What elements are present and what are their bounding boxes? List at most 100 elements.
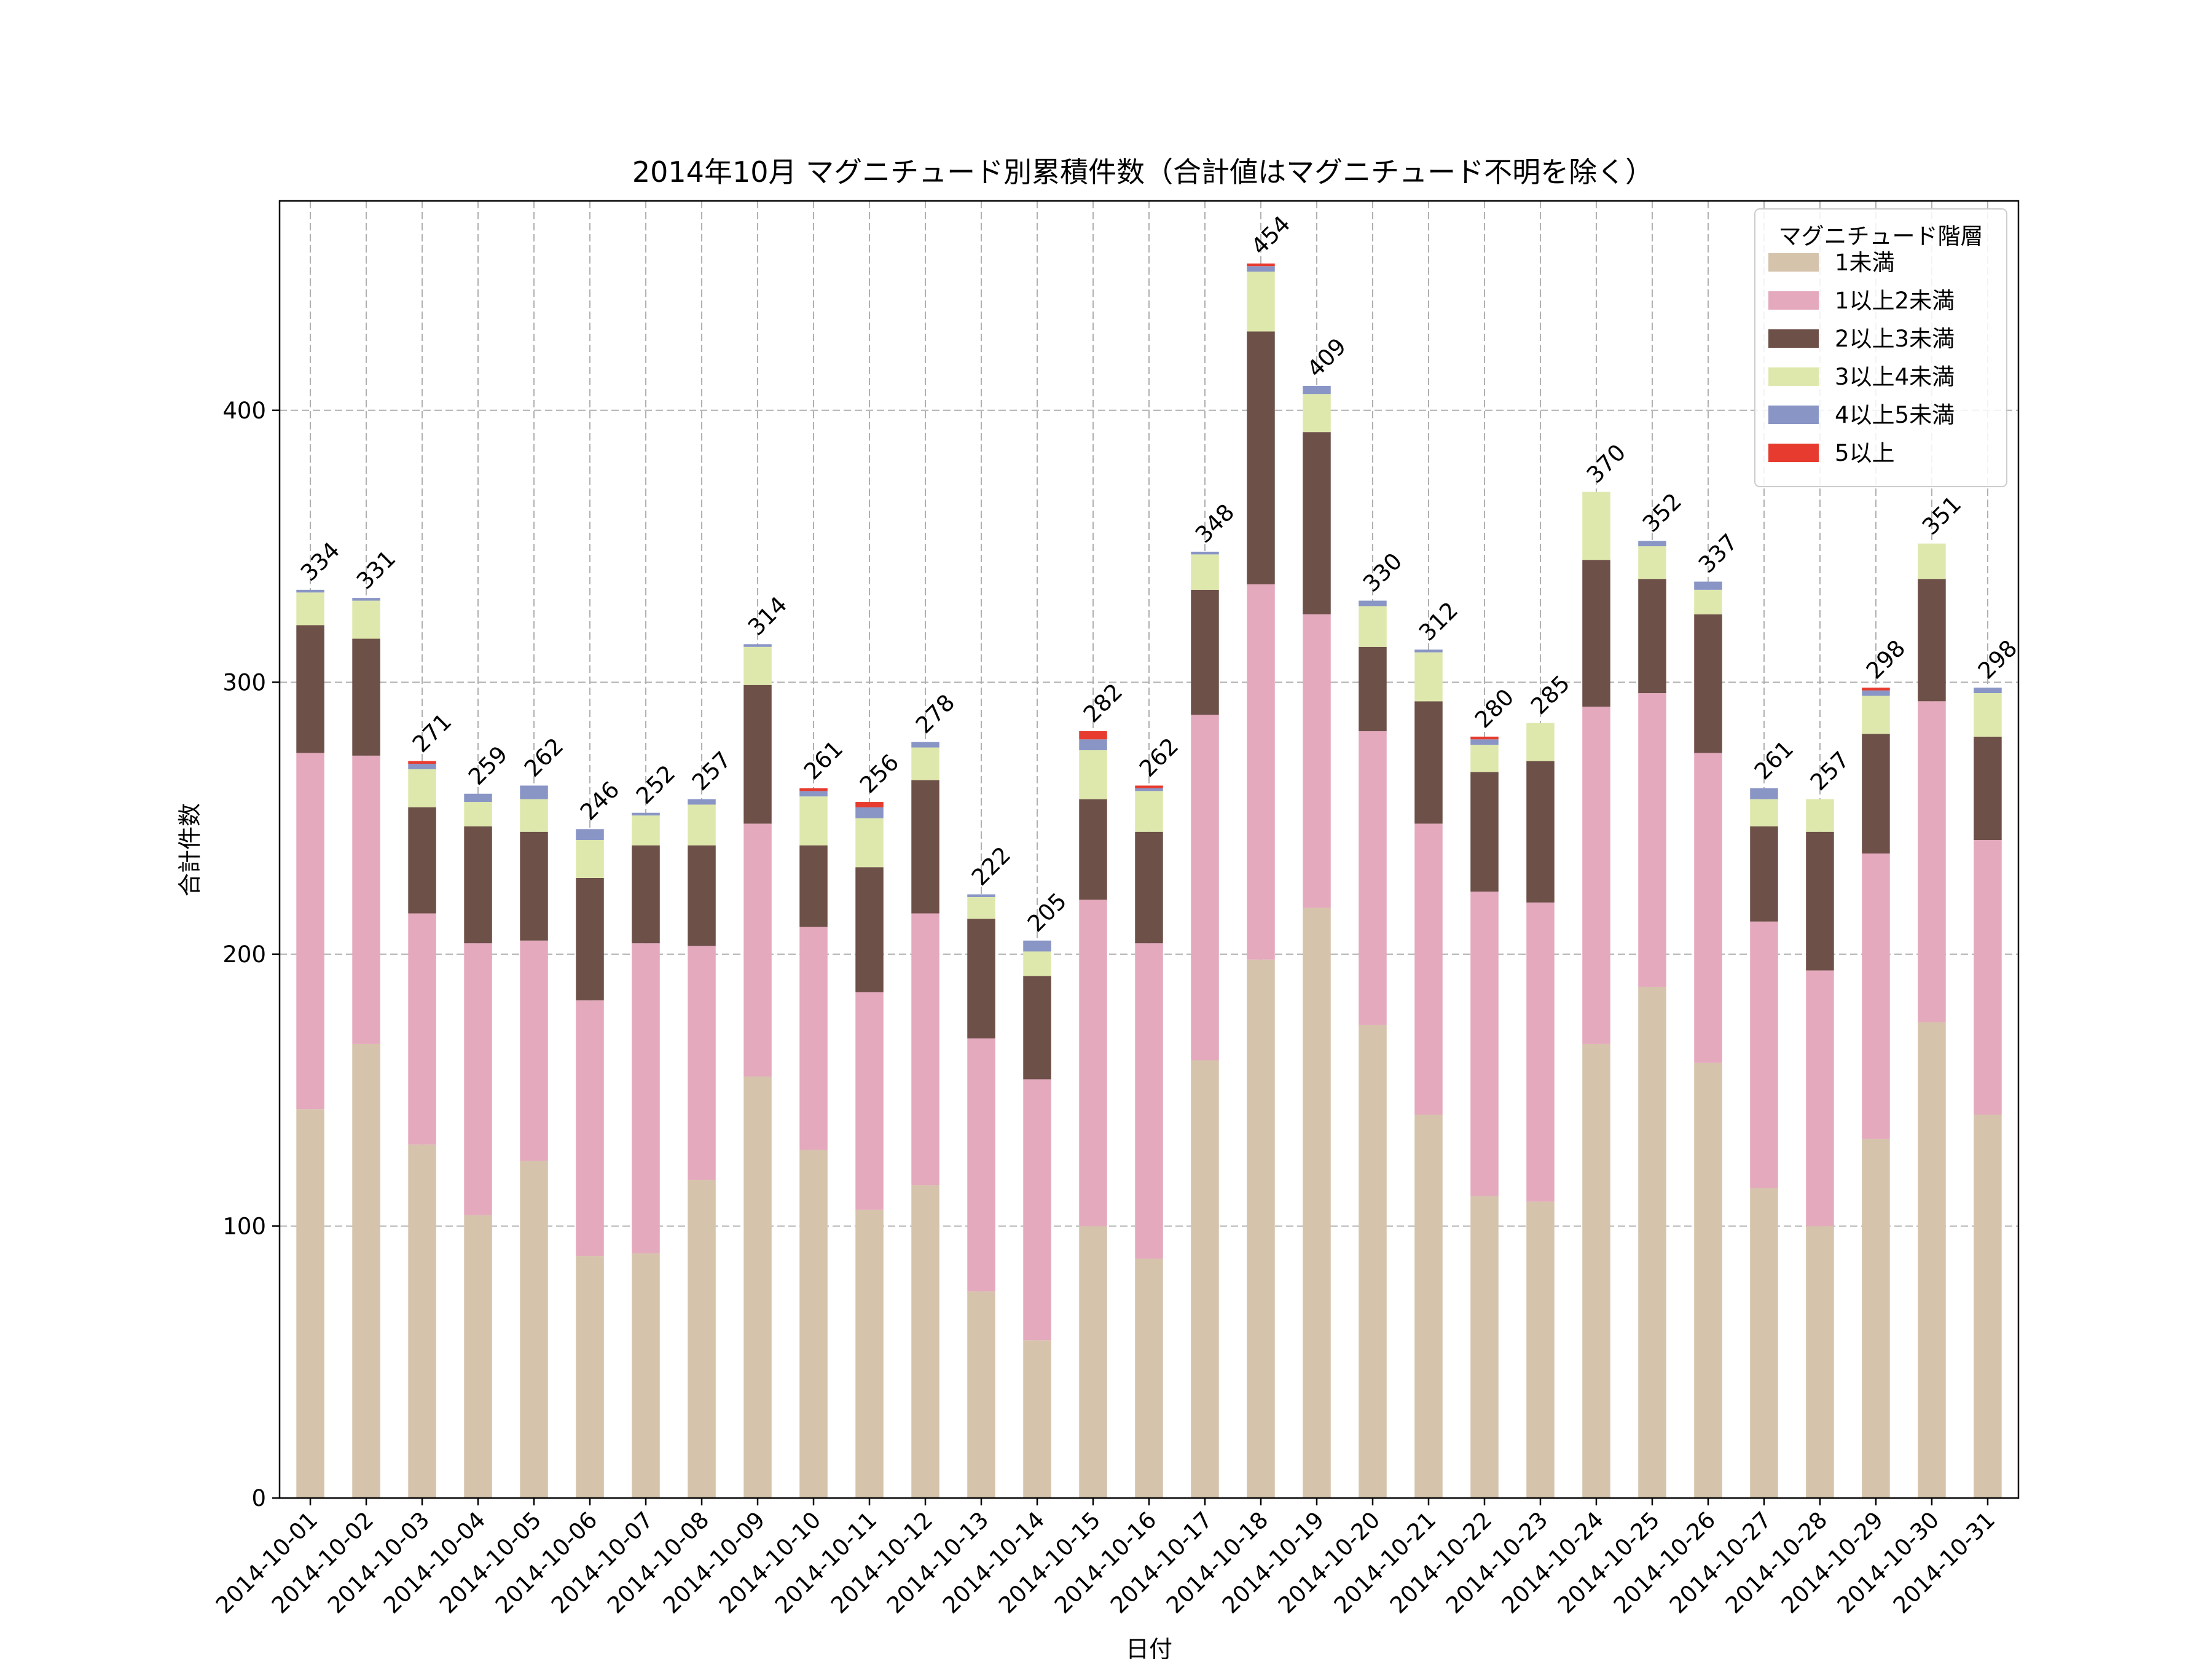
bar-total-label: 262 — [519, 733, 568, 782]
bar-total-label: 205 — [1022, 888, 1072, 937]
bar-segment — [352, 1043, 380, 1498]
legend-swatch — [1768, 406, 1819, 424]
legend-label: 1未満 — [1835, 249, 1895, 276]
bar-segment — [1079, 731, 1107, 740]
bar-segment — [632, 812, 660, 816]
bar-segment — [632, 815, 660, 845]
bar-segment — [1470, 745, 1499, 772]
bar-segment — [1806, 799, 1834, 832]
bar-segment — [1191, 551, 1219, 555]
bar-segment — [520, 799, 548, 832]
bar-segment — [1359, 606, 1387, 647]
bar-segment — [1079, 799, 1107, 900]
bar-total-label: 334 — [296, 537, 345, 586]
legend-title: マグニチュード階層 — [1779, 223, 1983, 249]
legend-label: 1以上2未満 — [1835, 288, 1955, 314]
bar-segment — [1806, 970, 1834, 1226]
bar-segment — [1247, 266, 1275, 272]
bar-segment — [1135, 943, 1163, 1259]
bar-segment — [743, 646, 772, 685]
bar-total-label: 246 — [575, 776, 624, 825]
bar-total-label: 348 — [1190, 499, 1239, 548]
bar-segment — [1470, 772, 1499, 892]
bar-segment — [1023, 1340, 1051, 1498]
bar-segment — [1750, 799, 1778, 826]
bar-segment — [408, 1144, 436, 1498]
bar-segment — [911, 1185, 939, 1498]
bar-segment — [1079, 1226, 1107, 1498]
chart-title: 2014年10月 マグニチュード別累積件数（合計値はマグニチュード不明を除く） — [632, 155, 1653, 189]
bar-total-label: 261 — [1749, 735, 1798, 785]
bar-segment — [352, 638, 380, 756]
bar-segment — [1694, 1062, 1722, 1498]
bar-total-label: 256 — [855, 749, 904, 798]
bar-segment — [688, 804, 716, 845]
bar-segment — [1862, 690, 1890, 696]
bar-segment — [1135, 1258, 1163, 1498]
bar-segment — [1359, 646, 1387, 731]
bar-total-label: 454 — [1246, 211, 1295, 260]
bar-segment — [1750, 1188, 1778, 1498]
bar-segment — [296, 625, 324, 753]
bar-segment — [1414, 652, 1443, 702]
bar-segment — [1638, 546, 1666, 579]
bar-segment — [1023, 951, 1051, 976]
bar-segment — [1918, 1022, 1946, 1498]
bar-segment — [632, 943, 660, 1253]
bar-segment — [520, 1161, 548, 1498]
bar-segment — [743, 684, 772, 824]
bar-segment — [911, 913, 939, 1186]
bar-segment — [799, 788, 828, 791]
bar-total-label: 298 — [1861, 635, 1910, 684]
bar-segment — [743, 644, 772, 647]
bar-segment — [743, 1077, 772, 1498]
legend: マグニチュード階層 1未満 1以上2未満 2以上3未満 3以上4未満 4以上5未満 5以上 — [1754, 208, 2007, 487]
bar-segment — [1918, 701, 1946, 1022]
bar-segment — [967, 894, 995, 897]
bar-segment — [1638, 986, 1666, 1498]
bar-segment — [799, 845, 828, 927]
bar-segment — [1023, 940, 1051, 952]
bar-segment — [688, 799, 716, 805]
legend-swatch — [1768, 291, 1819, 310]
bar-segment — [1638, 693, 1666, 987]
legend-label: 4以上5未満 — [1835, 402, 1955, 428]
bar-segment — [1582, 492, 1610, 560]
bar-segment — [688, 946, 716, 1180]
bar-segment — [1750, 921, 1778, 1188]
bar-segment — [408, 913, 436, 1145]
bar-segment — [1470, 892, 1499, 1196]
bar-segment — [855, 1209, 884, 1498]
bar-segment — [799, 791, 828, 797]
bar-segment — [1191, 715, 1219, 1061]
legend-swatch — [1768, 367, 1819, 386]
bar-segment — [1023, 976, 1051, 1080]
bar-segment — [1079, 750, 1107, 799]
bar-segment — [1303, 432, 1331, 614]
bar-total-label: 352 — [1637, 488, 1687, 537]
bar-segment — [576, 1256, 604, 1498]
bar-segment — [1694, 753, 1722, 1063]
bar-segment — [1023, 1079, 1051, 1341]
bar-segment — [1079, 900, 1107, 1226]
bar-segment — [1918, 543, 1946, 579]
bar-total-label: 337 — [1693, 529, 1743, 578]
bar-segment — [352, 600, 380, 639]
bar-segment — [1247, 263, 1275, 267]
bar-segment — [576, 877, 604, 1001]
bar-segment — [1191, 554, 1219, 590]
bar-segment — [911, 742, 939, 748]
bar-segment — [1974, 693, 2002, 737]
bar-segment — [1862, 1139, 1890, 1498]
bar-segment — [1694, 581, 1722, 590]
bar-segment — [464, 793, 492, 802]
y-tick-label: 100 — [222, 1213, 266, 1239]
bar-total-label: 271 — [407, 708, 457, 758]
bar-segment — [576, 829, 604, 841]
bar-segment — [911, 747, 939, 780]
bar-segment — [1806, 1226, 1834, 1498]
bar-segment — [1862, 696, 1890, 734]
bar-segment — [296, 753, 324, 1110]
legend-swatch — [1768, 253, 1819, 272]
bar-segment — [1974, 1114, 2002, 1498]
